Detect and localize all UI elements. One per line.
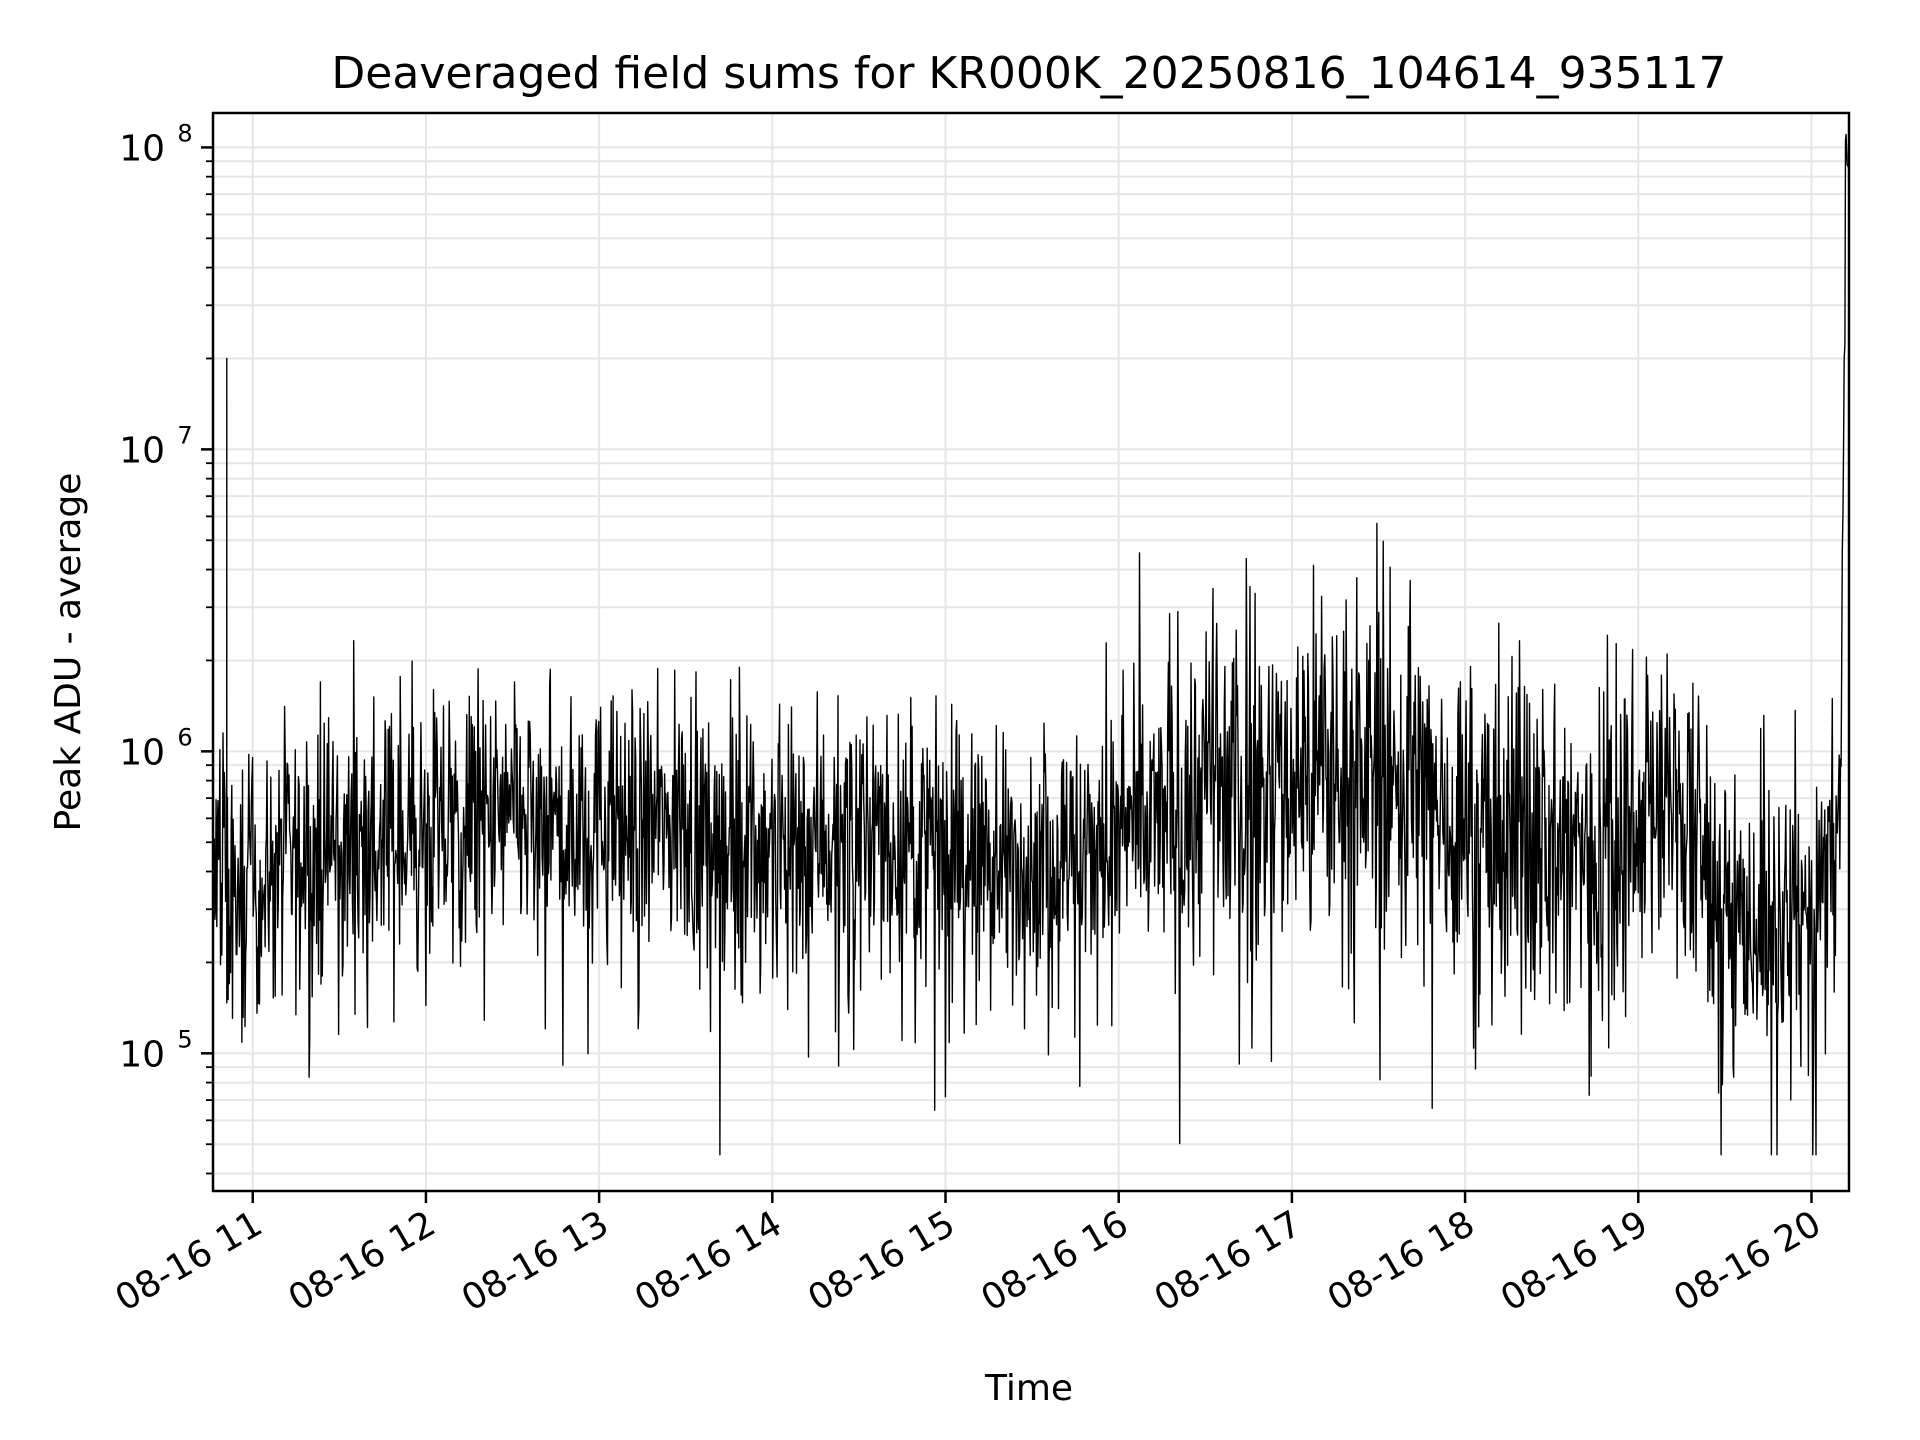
series-line: [212, 133, 1850, 1156]
y-tick-label: 10: [119, 128, 165, 169]
y-axis-label: Peak ADU - average: [48, 473, 89, 832]
y-tick-exponent: 8: [177, 119, 192, 147]
x-axis-label: Time: [984, 1368, 1073, 1409]
y-tick-label: 10: [119, 430, 165, 471]
y-tick-exponent: 7: [177, 421, 192, 449]
y-tick-exponent: 5: [177, 1025, 192, 1053]
plot-frame: [211, 111, 1851, 1193]
series-layer: [212, 133, 1850, 1156]
y-tick-exponent: 6: [177, 723, 192, 751]
y-axis: 10 5 10 6 10 7 10 8: [119, 119, 213, 1175]
chart-title: Deaveraged field sums for KR000K_2025081…: [331, 48, 1726, 99]
y-tick-label: 10: [119, 732, 165, 773]
y-tick-label: 10: [119, 1034, 165, 1075]
